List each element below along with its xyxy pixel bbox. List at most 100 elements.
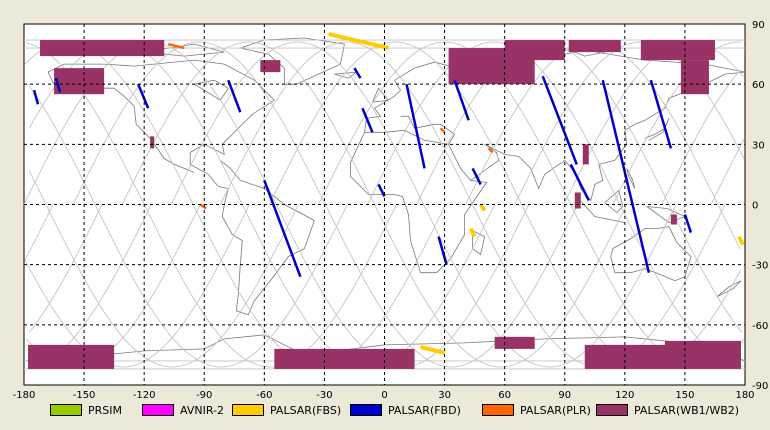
fbd-swath xyxy=(361,107,374,133)
legend-swatch xyxy=(50,404,82,416)
wb-swath xyxy=(574,192,581,209)
x-tick-label: -90 xyxy=(196,390,212,401)
wb-swath xyxy=(54,68,105,95)
wb-swath xyxy=(150,136,155,149)
wb-swath xyxy=(40,40,165,57)
coastline-segment xyxy=(470,71,746,202)
orbit-track xyxy=(24,204,250,368)
x-tick-label: 150 xyxy=(675,390,694,401)
wb-swath xyxy=(28,344,115,369)
x-tick-label: 180 xyxy=(735,390,754,401)
x-tick-label: -180 xyxy=(13,390,36,401)
legend-item: PALSAR(FBD) xyxy=(350,402,461,418)
y-tick-label-right: 60 xyxy=(752,80,765,91)
x-tick-label: 120 xyxy=(615,390,634,401)
legend-label: PALSAR(FBD) xyxy=(388,403,461,417)
fbd-swath xyxy=(263,179,302,278)
fbd-swath xyxy=(405,83,426,169)
fbd-swath xyxy=(601,79,651,273)
y-tick-label-right: 0 xyxy=(752,201,758,212)
fbd-swath xyxy=(437,236,448,266)
plr-swath xyxy=(199,203,207,210)
y-tick-label-right: -90 xyxy=(752,381,768,392)
fbd-swath xyxy=(471,167,482,186)
legend: PRSIM AVNIR-2 PALSAR(FBS) PALSAR(FBD) PALSAR… xyxy=(50,402,760,420)
grid-layer xyxy=(24,24,745,385)
orbit-track xyxy=(28,170,299,368)
legend-swatch xyxy=(142,404,174,416)
tick-label-layer: -180 -150 -120 -90 -60 -30 0 30 60 90 120 150 180 90 6… xyxy=(13,20,769,401)
fbs-swath xyxy=(737,235,745,246)
orbit-track xyxy=(367,41,744,368)
y-tick-label-right: 30 xyxy=(752,140,765,151)
legend-label: PALSAR(FBS) xyxy=(270,403,342,417)
legend-label: AVNIR-2 xyxy=(180,403,224,417)
y-tick-label-right: -60 xyxy=(752,321,768,332)
x-tick-label: 90 xyxy=(558,390,571,401)
wb-swath xyxy=(664,340,741,355)
legend-swatch xyxy=(350,404,382,416)
orbit-track xyxy=(24,204,54,261)
plr-swath xyxy=(439,127,446,134)
fbd-swath xyxy=(683,214,693,233)
legend-item: PALSAR(WB1/WB2) xyxy=(596,402,739,418)
orbit-track xyxy=(710,138,745,205)
fbs-swath xyxy=(420,344,446,355)
plr-swath xyxy=(167,42,185,50)
coastline-segment xyxy=(604,189,624,214)
orbit-track xyxy=(416,41,743,333)
legend-swatch xyxy=(482,404,514,416)
legend-label: PALSAR(WB1/WB2) xyxy=(634,403,740,417)
fbd-swath xyxy=(54,77,62,93)
fbd-swath xyxy=(453,79,470,121)
wb-swath xyxy=(260,60,281,73)
y-tick-label-right: -30 xyxy=(752,261,768,272)
legend-item: PALSAR(FBS) xyxy=(232,402,341,418)
coastline-segment xyxy=(133,106,195,173)
legend-item: PALSAR(PLR) xyxy=(482,402,591,418)
coastline-segment xyxy=(574,194,625,223)
plr-swath xyxy=(487,147,494,154)
wb-swath xyxy=(274,348,415,369)
y-tick-label-right: 90 xyxy=(752,20,765,31)
x-tick-label: 30 xyxy=(438,390,451,401)
orbit-track xyxy=(28,204,103,333)
orbit-track xyxy=(612,41,742,205)
wb-swath xyxy=(640,40,715,61)
coastline-segment xyxy=(644,118,670,141)
fbs-swath xyxy=(468,227,477,238)
x-tick-label: 60 xyxy=(498,390,511,401)
wb-swath xyxy=(680,60,709,95)
legend-swatch xyxy=(232,404,264,416)
x-tick-label: -60 xyxy=(256,390,272,401)
coastline-segment xyxy=(372,87,390,103)
legend-swatch xyxy=(596,404,628,416)
coastline-segment xyxy=(47,59,315,316)
fbd-swath xyxy=(541,75,578,165)
legend-label: PALSAR(PLR) xyxy=(520,403,591,417)
legend-item: AVNIR-2 xyxy=(142,402,224,418)
fbd-swath xyxy=(227,79,242,113)
orbit-track xyxy=(661,69,741,205)
x-tick-label: -30 xyxy=(316,390,332,401)
fbs-swath xyxy=(478,203,487,212)
fbs-swath xyxy=(327,32,389,51)
swath-layer xyxy=(28,32,745,369)
coastline-segment xyxy=(716,280,742,298)
fbd-swath xyxy=(353,67,362,79)
coastline-segment xyxy=(472,230,486,256)
legend-item: PRSIM xyxy=(50,402,122,418)
fbd-swath xyxy=(137,83,150,109)
fbd-swath xyxy=(32,89,40,105)
coastline-segment xyxy=(400,115,456,145)
wb-swath xyxy=(504,40,565,61)
x-tick-label: -150 xyxy=(73,390,96,401)
wb-swath xyxy=(582,144,589,165)
fbd-swath xyxy=(649,79,673,149)
legend-label: PRSIM xyxy=(88,403,122,417)
x-tick-label: 0 xyxy=(381,390,387,401)
fbd-swath xyxy=(569,163,590,202)
fbd-swath xyxy=(377,183,386,198)
coastline-segment xyxy=(193,79,229,101)
